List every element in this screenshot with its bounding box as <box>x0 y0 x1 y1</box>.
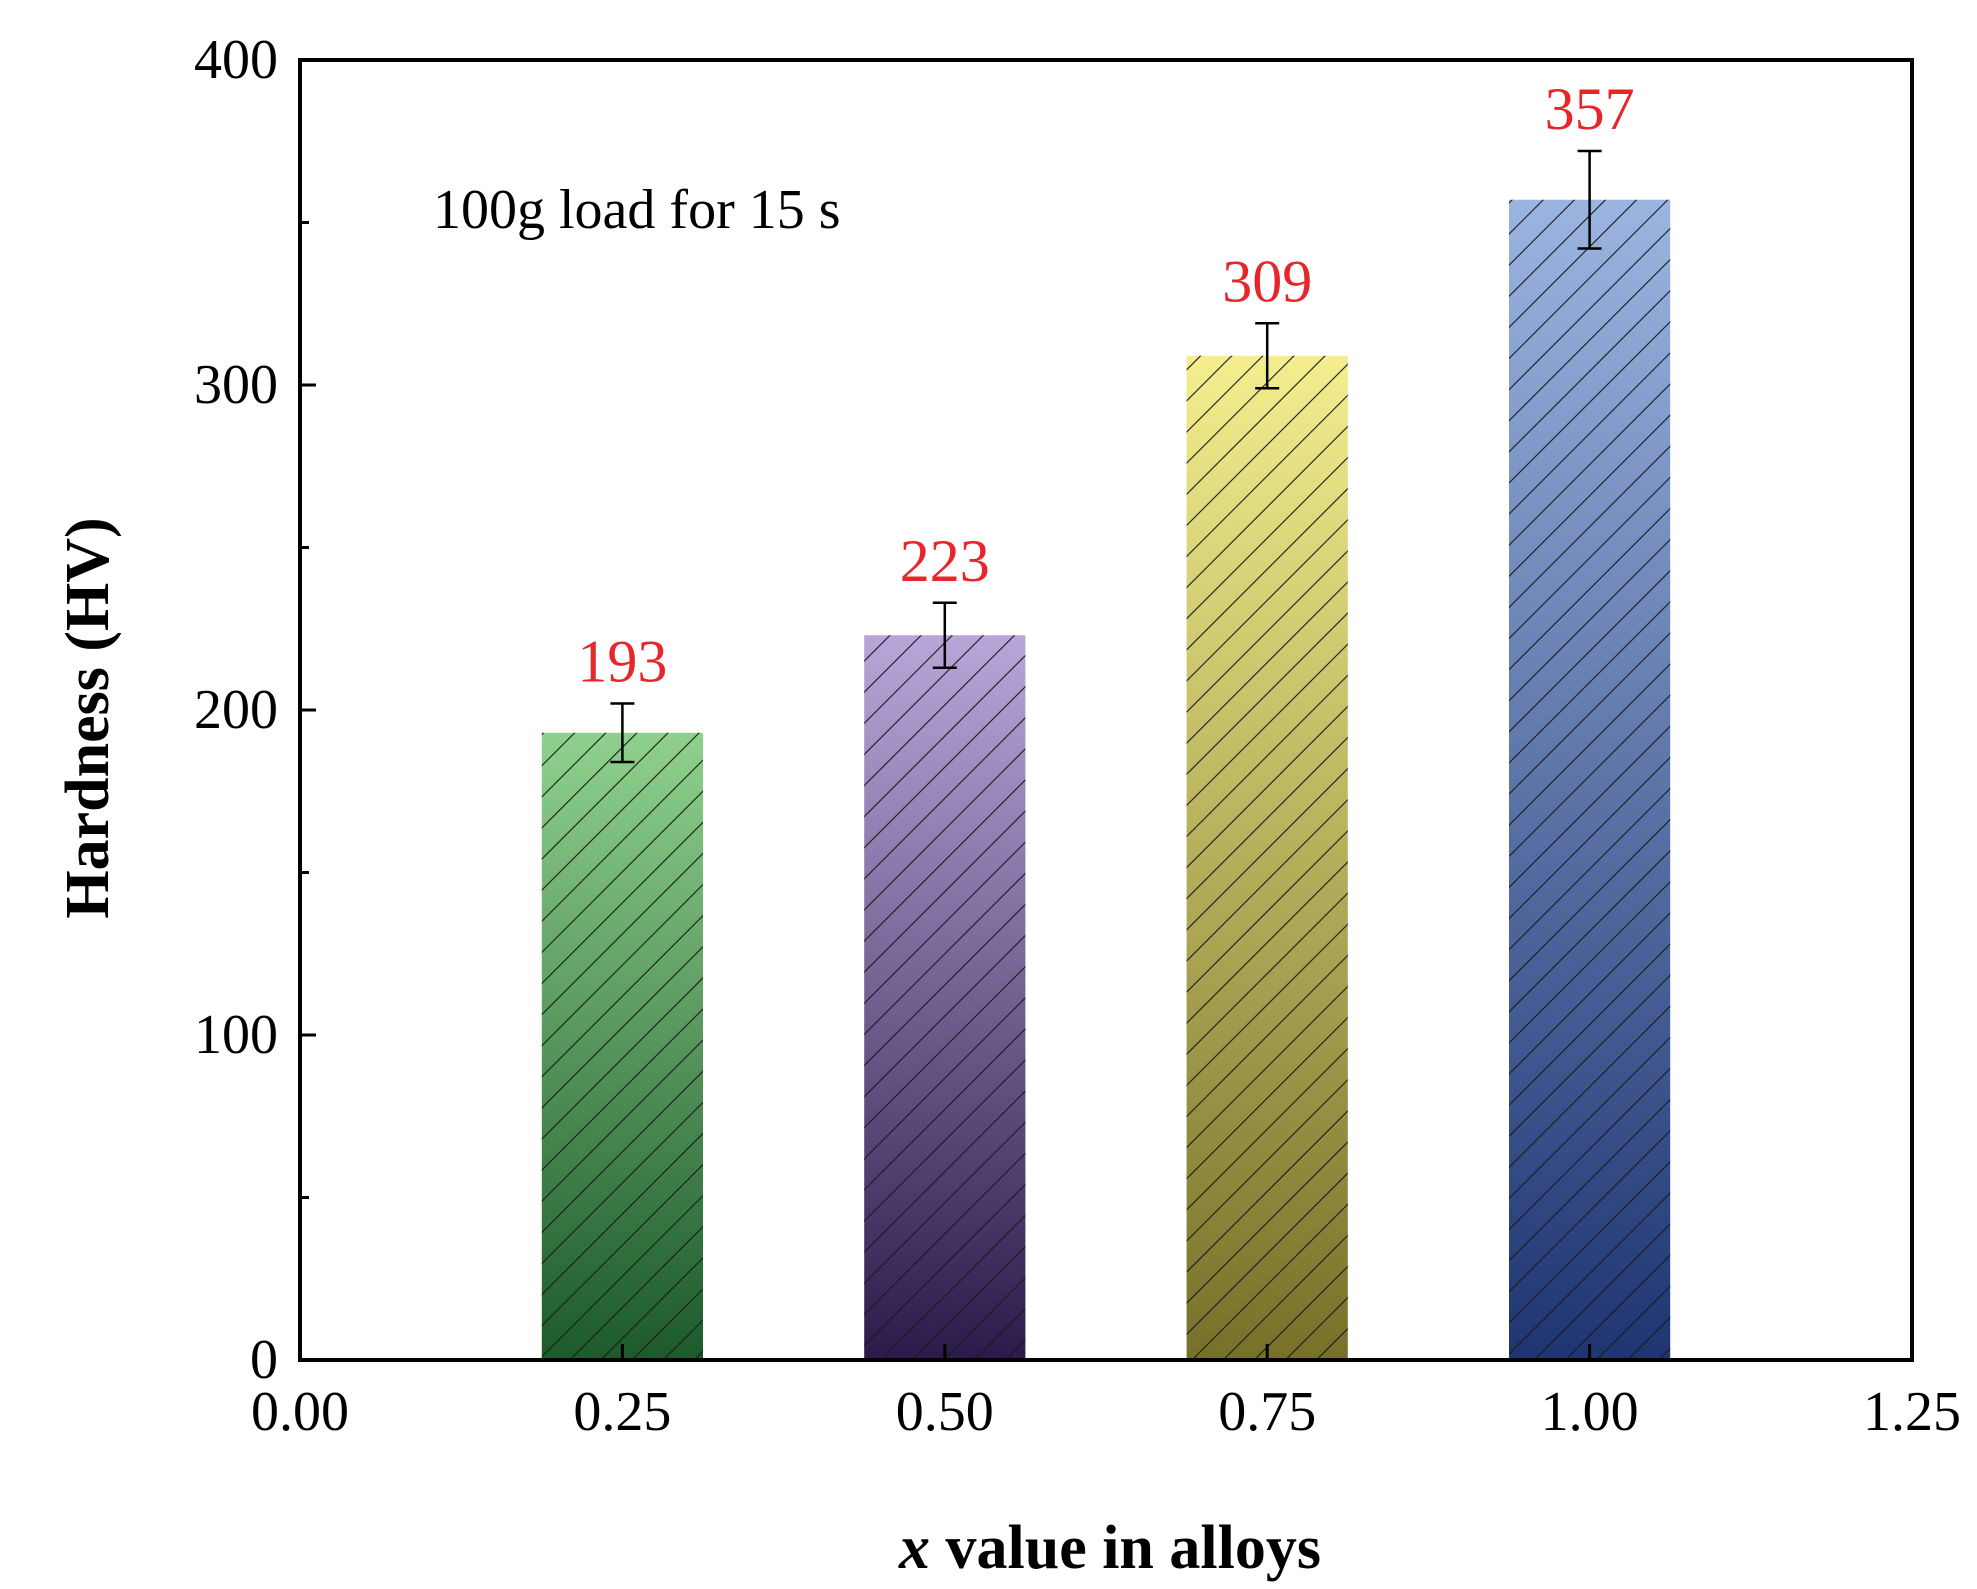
error-bars-layer <box>610 149 1602 764</box>
bars-layer <box>541 199 1671 1360</box>
error-bar <box>1577 149 1602 250</box>
ticks-layer: 0 100 200 300 400 0.00 0.25 0.50 0.75 1.00 1.25 <box>194 29 1961 1443</box>
bar-hatch <box>1186 355 1348 1360</box>
y-tick-label: 200 <box>194 679 278 741</box>
load-annotation: 100g load for 15 s <box>433 179 841 241</box>
x-tick-label: 0.50 <box>896 1381 994 1443</box>
y-tick-label: 400 <box>194 29 278 91</box>
labels-layer: 193 223 309 357 <box>577 76 1634 695</box>
error-bar <box>610 702 635 764</box>
x-tick-label: 0.75 <box>1218 1381 1316 1443</box>
bar-value-label: 223 <box>900 528 990 594</box>
x-tick-label: 1.00 <box>1541 1381 1639 1443</box>
x-tick-label: 0.25 <box>573 1381 671 1443</box>
y-axis-title: Hardness (HV) <box>54 517 122 918</box>
y-tick-label: 100 <box>194 1004 278 1066</box>
error-bar <box>1255 322 1280 390</box>
bar-hatch <box>541 732 703 1360</box>
y-tick-label: 0 <box>250 1329 278 1391</box>
bar-hatch <box>1509 199 1671 1360</box>
bar-value-label: 309 <box>1222 248 1312 314</box>
y-tick-label: 300 <box>194 354 278 416</box>
x-axis-title: x value in alloys <box>898 1514 1321 1582</box>
x-tick-label: 0.00 <box>251 1381 349 1443</box>
bar-hatch <box>864 635 1026 1360</box>
error-bar <box>932 601 957 669</box>
x-axis-title-rest: value in alloys <box>930 1514 1321 1582</box>
x-axis-variable: x <box>898 1514 930 1582</box>
x-tick-label: 1.25 <box>1863 1381 1961 1443</box>
bar-value-label: 357 <box>1545 76 1635 142</box>
bar-value-label: 193 <box>577 629 667 695</box>
